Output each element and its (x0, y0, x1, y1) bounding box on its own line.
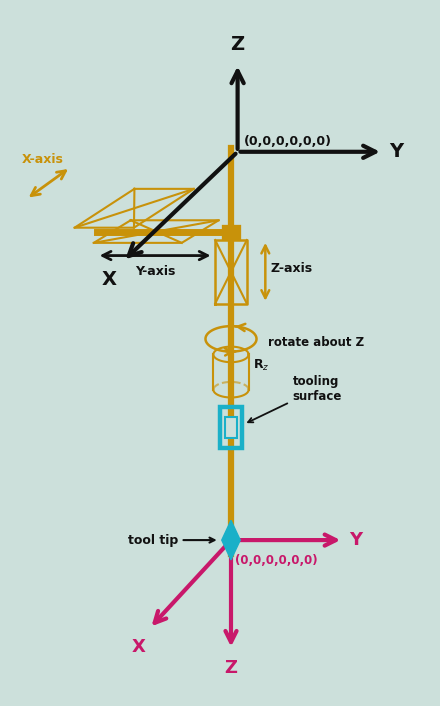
Text: X-axis: X-axis (22, 153, 64, 166)
Text: tool tip: tool tip (128, 534, 214, 546)
Text: tooling
surface: tooling surface (248, 375, 342, 422)
Text: Z: Z (231, 35, 245, 54)
Text: (0,0,0,0,0,0): (0,0,0,0,0,0) (235, 554, 317, 567)
Polygon shape (225, 417, 237, 438)
Text: Z: Z (224, 659, 238, 676)
Text: Y-axis: Y-axis (135, 265, 175, 278)
Text: rotate about Z: rotate about Z (268, 336, 364, 349)
Text: (0,0,0,0,0,0): (0,0,0,0,0,0) (244, 136, 332, 148)
Text: R$_z$: R$_z$ (253, 358, 269, 373)
Text: X: X (131, 638, 145, 655)
Text: X: X (102, 270, 117, 289)
Polygon shape (222, 520, 240, 560)
Text: Y: Y (349, 531, 362, 549)
Text: Y: Y (389, 143, 403, 161)
Text: Z-axis: Z-axis (271, 262, 313, 275)
